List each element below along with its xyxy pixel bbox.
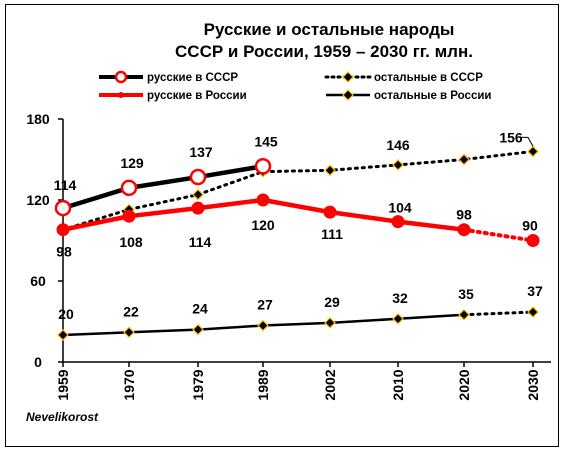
data-label-rus_ussr: 129	[120, 155, 144, 171]
data-label-rus_ussr: 145	[254, 133, 278, 149]
data-label-rus_ussr: 114	[54, 177, 77, 193]
data-point-rus_ussr	[120, 179, 138, 197]
data-point-rus_russia	[457, 223, 471, 237]
data-label-rus_russia: 111	[321, 226, 343, 242]
data-point-rus_russia	[323, 205, 337, 219]
data-point-other_russia	[192, 323, 204, 336]
data-label-rus_russia: 120	[251, 217, 275, 233]
data-point-rus_russia	[56, 223, 70, 237]
data-label-other_russia: 20	[58, 306, 74, 322]
legend-marker-rus_russia	[118, 92, 124, 98]
data-label-leader	[520, 136, 534, 147]
data-point-rus_russia	[391, 215, 405, 229]
data-point-other_russia	[458, 308, 470, 321]
data-label-rus_russia: 98	[456, 207, 472, 223]
chart-frame: Русские и остальные народы СССР и России,…	[5, 4, 559, 447]
data-point-rus_russia	[122, 209, 136, 223]
series-line-forecast-other_russia	[462, 310, 535, 317]
data-label-rus_ussr: 137	[189, 144, 213, 160]
legend-label-rus_russia: русские в России	[147, 90, 247, 102]
legend-marker-other_ussr	[342, 71, 354, 83]
data-label-other_ussr: 156	[499, 129, 523, 145]
x-tick-label: 1989	[255, 369, 271, 400]
data-label-other_russia: 35	[458, 286, 474, 302]
watermark: Nevelikorost	[26, 410, 99, 424]
data-label-other_russia: 22	[123, 303, 139, 319]
legend-marker-rus_ussr	[114, 70, 128, 84]
x-tick-label: 2020	[456, 369, 472, 400]
data-label-other_russia: 32	[392, 290, 408, 306]
data-label-rus_russia: 114	[189, 234, 212, 250]
x-tick-label: 2002	[322, 369, 338, 400]
data-point-other_russia	[57, 329, 69, 341]
data-point-other_russia	[392, 312, 404, 325]
data-point-rus_russia	[191, 201, 205, 215]
data-label-other_ussr: 146	[386, 137, 410, 153]
data-point-other_ussr	[392, 159, 404, 171]
y-tick-label: 180	[26, 111, 50, 127]
data-point-rus_ussr	[54, 199, 72, 217]
data-label-other_russia: 37	[527, 283, 543, 299]
data-point-rus_russia	[526, 234, 540, 247]
data-point-rus_ussr	[189, 168, 207, 186]
data-point-rus_ussr	[254, 158, 272, 175]
data-label-other_russia: 24	[192, 301, 208, 317]
x-tick-label: 2010	[390, 369, 406, 400]
data-point-other_ussr	[324, 164, 336, 177]
series-line-forecast-rus_russia	[462, 227, 535, 243]
data-point-other_ussr	[458, 153, 470, 166]
data-point-rus_russia	[256, 193, 270, 207]
data-point-other_russia	[123, 326, 135, 339]
x-tick-label: 1979	[190, 369, 206, 400]
data-label-rus_russia: 104	[388, 200, 412, 216]
data-point-other_ussr	[192, 188, 204, 201]
series-line-rus_ussr	[62, 164, 264, 211]
chart-title-line-1: Русские и остальные народы	[204, 20, 455, 39]
data-point-other_russia	[527, 306, 539, 318]
data-label-other_russia: 27	[257, 297, 273, 313]
x-tick-label: 1970	[121, 369, 137, 400]
data-label-other_russia: 29	[324, 294, 340, 310]
legend-marker-other_russia	[342, 89, 354, 101]
series-line-other_ussr	[61, 149, 535, 232]
x-tick-label: 1959	[55, 369, 71, 400]
data-point-other_russia	[257, 319, 269, 332]
x-tick-label: 2030	[525, 369, 541, 400]
legend-label-other_russia: остальные в России	[374, 90, 491, 102]
data-point-other_ussr	[527, 145, 539, 158]
data-label-rus_russia: 98	[56, 244, 72, 260]
line-chart: Русские и остальные народы СССР и России,…	[26, 20, 551, 424]
data-label-rus_russia: 90	[522, 218, 538, 234]
y-tick-label: 0	[34, 354, 42, 370]
y-tick-label: 120	[26, 192, 50, 208]
y-tick-label: 60	[30, 273, 46, 289]
data-point-other_russia	[324, 317, 336, 329]
data-label-rus_russia: 108	[119, 234, 143, 250]
legend-label-other_ussr: остальные в СССР	[374, 72, 483, 84]
chart-title-line-2: СССР и России, 1959 – 2030 гг. млн.	[175, 42, 473, 61]
legend-label-rus_ussr: русские в СССР	[147, 72, 238, 84]
